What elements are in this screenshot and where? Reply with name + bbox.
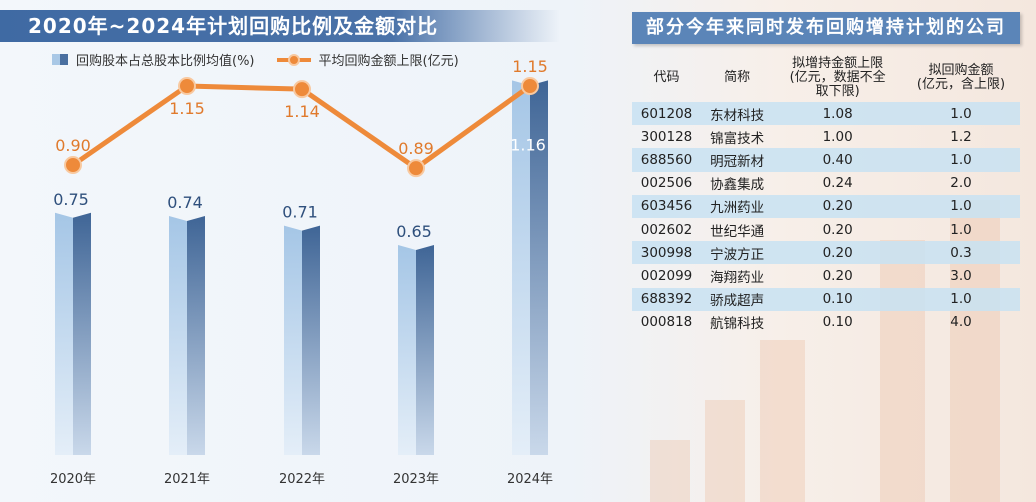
table-cell: 0.20: [773, 241, 902, 265]
line-value-label: 1.15: [169, 99, 205, 118]
line-point: [64, 156, 82, 174]
legend-bar-label: 回购股本占总股本比例均值(%): [76, 54, 255, 69]
table-row: 002506 协鑫集成 0.24 2.0: [632, 172, 1020, 195]
table-cell: 明冠新材: [701, 148, 774, 172]
table-row: 688392 骄成超声 0.10 1.0: [632, 287, 1020, 311]
company-table: 代码 简称 拟增持金额上限 (亿元，数据不全 取下限) 拟回购金额 (亿元，含上限) …: [632, 54, 1020, 334]
table-cell: 2.0: [950, 175, 972, 192]
table-cell: 601208: [632, 102, 702, 126]
table-cell: 0.24: [822, 175, 853, 192]
bar-legend-icon: [52, 54, 68, 65]
column-header: 拟回购金额 (亿元，含上限): [916, 63, 1006, 92]
legend-line-label: 平均回购金额上限(亿元): [318, 54, 459, 69]
table-cell: 002602: [640, 221, 693, 238]
bar-value-label: 0.74: [167, 193, 203, 212]
table-row: 000818 航锦科技 0.10 4.0: [632, 311, 1020, 334]
line-value-label: 0.90: [55, 136, 91, 155]
table-cell: 300998: [632, 241, 702, 265]
x-tick-label: 2022年: [279, 472, 325, 487]
line-point: [521, 77, 539, 95]
line-point: [293, 80, 311, 99]
table-cell: 688560: [632, 148, 702, 172]
line-legend-icon: [276, 53, 311, 66]
table-cell: 宁波方正: [701, 241, 774, 265]
table-cell: 300128: [640, 128, 693, 145]
table-cell: 1.0: [901, 194, 1020, 218]
line-value-label: 1.15: [512, 57, 548, 76]
bar-value-label: 0.71: [282, 203, 318, 222]
table-cell: 603456: [632, 194, 702, 218]
table-cell: 东材科技: [701, 102, 774, 126]
x-tick-label: 2021年: [164, 472, 210, 487]
table-cell: 1.0: [901, 102, 1020, 126]
bar-2022年: [284, 225, 320, 455]
x-tick-label: 2020年: [50, 472, 96, 487]
table-cell: 海翔药业: [710, 269, 765, 286]
bar-value-label: 1.16: [510, 135, 546, 154]
table-cell: 0.20: [822, 267, 853, 284]
table-cell: 九洲药业: [701, 194, 774, 218]
bar-value-label: 0.65: [396, 222, 432, 241]
table-cell: 0.10: [773, 287, 902, 311]
chart-title: 2020年~2024年计划回购比例及金额对比: [0, 10, 560, 42]
x-tick-label: 2024年: [507, 472, 553, 487]
table-cell: 688392: [632, 287, 702, 311]
table-row: 002602 世纪华通 0.20 1.0: [632, 218, 1020, 241]
table-cell: 1.0: [901, 148, 1020, 172]
column-header: 简称: [724, 70, 751, 85]
table-row: 688560 明冠新材 0.40 1.0: [632, 148, 1020, 172]
bar-2021年: [169, 215, 205, 455]
amount-line: [71, 83, 532, 171]
line-value-label: 0.89: [398, 139, 434, 158]
table-cell: 0.3: [901, 241, 1020, 265]
table-row: 601208 东材科技 1.08 1.0: [632, 102, 1020, 126]
column-header: 拟增持金额上限 (亿元，数据不全 取下限): [789, 56, 886, 99]
table-cell: 4.0: [950, 314, 972, 331]
table-cell: 000818: [640, 314, 693, 331]
table-row: 300128 锦富技术 1.00 1.2: [632, 125, 1020, 148]
table-cell: 骄成超声: [701, 287, 774, 311]
table-cell: 协鑫集成: [710, 177, 765, 194]
column-header: 代码: [653, 70, 680, 85]
table-cell: 1.2: [950, 128, 972, 145]
bar-2020年: [55, 212, 91, 455]
table-cell: 0.40: [773, 148, 902, 172]
table-cell: 0.20: [822, 221, 853, 238]
table-cell: 1.0: [950, 221, 972, 238]
table-cell: 航锦科技: [710, 316, 765, 333]
table-cell: 3.0: [950, 267, 972, 284]
table-cell: 0.10: [822, 314, 853, 331]
line-value-label: 1.14: [284, 102, 320, 121]
table-cell: 世纪华通: [710, 223, 765, 240]
x-tick-label: 2023年: [393, 472, 439, 487]
combo-chart: 0.75 2020年 0.74 2021年 0.71 2022年 0.65 2023年 1.16…: [50, 57, 553, 487]
line-point: [178, 77, 196, 95]
table-cell: 1.00: [822, 128, 853, 145]
line-point: [407, 159, 425, 178]
table-row: 300998 宁波方正 0.20 0.3: [632, 241, 1020, 265]
table-cell: 1.08: [773, 102, 902, 126]
table-row: 603456 九洲药业 0.20 1.0: [632, 194, 1020, 218]
table-title: 部分今年来同时发布回购增持计划的公司: [632, 12, 1020, 44]
table-cell: 锦富技术: [710, 130, 765, 147]
table-cell: 1.0: [901, 287, 1020, 311]
bar-value-label: 0.75: [53, 190, 89, 209]
chart-legend: 回购股本占总股本比例均值(%) 平均回购金额上限(亿元): [52, 50, 459, 69]
table-row: 002099 海翔药业 0.20 3.0: [632, 264, 1020, 287]
table-cell: 002099: [640, 267, 693, 284]
table-cell: 002506: [640, 175, 693, 192]
table-cell: 0.20: [773, 194, 902, 218]
bar-2023年: [398, 245, 434, 455]
bar-2024年: [512, 80, 548, 455]
